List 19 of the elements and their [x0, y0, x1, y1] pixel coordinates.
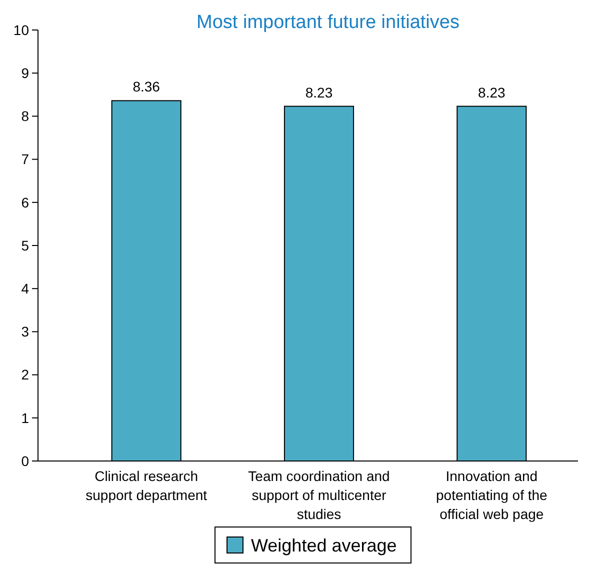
- y-tick-label: 7: [21, 151, 30, 168]
- y-tick-label: 0: [21, 452, 30, 469]
- data-label: 8.23: [305, 84, 333, 100]
- y-tick-label: 4: [21, 280, 30, 296]
- y-tick-label: 2: [21, 366, 30, 383]
- y-tick-label: 10: [13, 22, 30, 38]
- y-tick-label: 8: [21, 108, 30, 124]
- y-tick-label: 5: [21, 237, 30, 254]
- x-tick-label: Innovation and potentiating of the official web page: [436, 468, 548, 522]
- x-tick-label: Clinical research support department: [86, 468, 208, 503]
- data-label: 8.36: [132, 78, 160, 95]
- legend-label: Weighted average: [251, 535, 397, 556]
- y-tick-label: 6: [21, 194, 30, 210]
- data-label: 8.23: [478, 84, 506, 100]
- x-tick-label: Team coordination and support of multicenter studies: [248, 468, 390, 522]
- y-tick-label: 3: [21, 324, 30, 340]
- y-tick-label: 9: [21, 65, 30, 81]
- y-tick-label: 1: [21, 410, 30, 426]
- chart-title: Most important future initiatives: [196, 12, 460, 33]
